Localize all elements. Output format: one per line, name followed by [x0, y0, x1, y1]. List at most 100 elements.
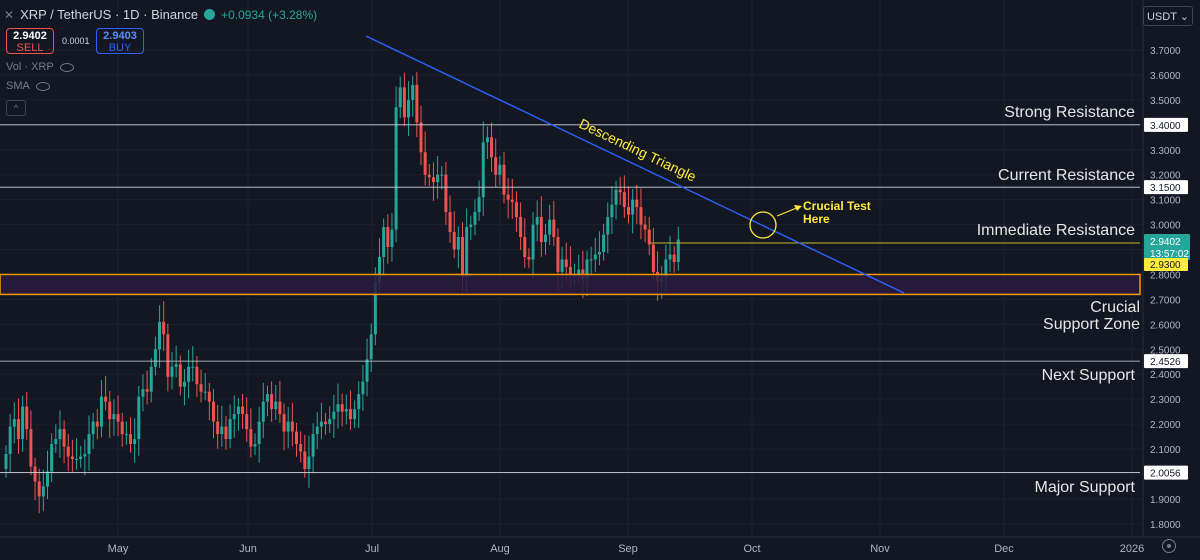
indicator-sma[interactable]: SMA: [6, 80, 50, 92]
candle-body: [249, 429, 253, 447]
candle-body: [37, 481, 41, 497]
candle-body: [21, 406, 25, 440]
level-price-tag: [1144, 465, 1188, 480]
candle-body: [216, 421, 220, 435]
y-tick-label: 2.2000: [1150, 420, 1181, 431]
y-tick-label: 2.7000: [1150, 295, 1181, 306]
candle-body: [232, 414, 236, 420]
candle-body: [170, 366, 174, 377]
candle-body: [407, 99, 411, 118]
candle-body: [510, 199, 514, 203]
candle-body: [286, 421, 290, 432]
level-price-tag-text: 2.0056: [1150, 469, 1181, 480]
candle-body: [212, 401, 215, 422]
level-price-tag: [1144, 180, 1188, 195]
symbol-title[interactable]: XRP / TetherUS · 1D · Binance: [20, 7, 199, 22]
candle-body: [104, 396, 108, 402]
indicator-volume[interactable]: Vol · XRP: [6, 61, 74, 73]
y-tick-label: 3.2000: [1150, 171, 1181, 182]
price-tags: 3.40003.15002.45262.00562.940213:57:022.…: [1144, 117, 1190, 480]
x-tick-label: May: [108, 543, 129, 555]
candle-body: [477, 197, 481, 213]
currency-select[interactable]: USDT ⌄: [1143, 6, 1193, 26]
candle-body: [50, 444, 54, 472]
candle-body: [62, 429, 66, 447]
candle-body: [597, 252, 601, 255]
candle-body: [348, 409, 352, 420]
settings-gear-icon[interactable]: [1162, 539, 1176, 553]
candle-body: [535, 217, 539, 225]
candle-body: [324, 421, 328, 425]
candle-body: [187, 366, 191, 382]
candle-body: [361, 381, 365, 395]
candle-body: [378, 257, 381, 282]
buy-button[interactable]: 2.9403 BUY: [96, 28, 144, 54]
candle-body: [498, 164, 502, 175]
candle-body: [469, 224, 473, 228]
candle-body: [622, 192, 626, 208]
candle-body: [390, 229, 394, 248]
candle-body: [108, 401, 112, 420]
candle-body: [448, 212, 452, 233]
y-tick-label: 3.7000: [1150, 46, 1181, 57]
candle-body: [158, 321, 162, 350]
candle-body: [431, 177, 435, 183]
candle-body: [182, 381, 186, 387]
candle-body: [519, 217, 523, 238]
arrowhead-icon: [794, 205, 802, 211]
y-tick-label: 2.1000: [1150, 445, 1181, 456]
candle-body: [8, 426, 12, 455]
sell-button[interactable]: 2.9402 SELL: [6, 28, 54, 54]
candle-body: [427, 174, 431, 178]
candle-body: [593, 254, 597, 260]
current-price-text: 2.9402: [1150, 237, 1181, 248]
candle-body: [282, 414, 286, 432]
y-tick-label: 3.5000: [1150, 96, 1181, 107]
candle-body: [664, 259, 668, 277]
candle-body: [539, 217, 543, 243]
y-tick-label: 2.8000: [1150, 270, 1181, 281]
annotation-text-2: Here: [803, 212, 830, 226]
candle-body: [25, 406, 29, 430]
candle-body: [394, 107, 398, 230]
candle-body: [506, 194, 510, 200]
candle-body: [87, 434, 91, 455]
sell-price: 2.9402: [13, 30, 47, 42]
level-price-tag: [1144, 354, 1188, 369]
candle-body: [58, 429, 62, 440]
level-price-tag: [1144, 117, 1188, 132]
candle-body: [120, 421, 124, 435]
candle-body: [195, 366, 199, 385]
candle-body: [560, 259, 564, 272]
candle-body: [145, 389, 149, 392]
eye-hidden-icon[interactable]: [35, 81, 50, 91]
level-price-tag-text: 2.4526: [1150, 357, 1181, 368]
candle-body: [299, 444, 303, 452]
candle-body: [166, 334, 170, 377]
time-axis[interactable]: May Jun Jul Aug Sep Oct Nov Dec 2026: [108, 543, 1145, 555]
candle-body: [328, 419, 332, 425]
candle-body: [79, 456, 83, 460]
candle-body: [344, 409, 348, 412]
candle-body: [133, 439, 137, 445]
level-label-support-zone-1: Crucial: [1090, 299, 1140, 316]
candle-body: [241, 406, 245, 415]
x-tick-label: Dec: [994, 543, 1014, 555]
collapse-indicators-button[interactable]: ^: [6, 100, 26, 116]
candle-body: [419, 122, 423, 153]
candle-body: [340, 404, 344, 412]
candle-body: [423, 152, 427, 175]
eye-hidden-icon[interactable]: [59, 62, 74, 72]
candle-body: [270, 394, 274, 410]
x-tick-label: Jun: [239, 543, 257, 555]
descending-trendline: [365, 35, 905, 294]
candle-body: [261, 401, 265, 422]
candle-body: [544, 234, 547, 243]
candle-body: [635, 199, 639, 208]
candle-body: [29, 429, 33, 467]
candle-body: [245, 414, 249, 430]
sell-label: SELL: [16, 42, 44, 54]
candle-body: [411, 84, 415, 100]
candle-body: [207, 391, 211, 402]
